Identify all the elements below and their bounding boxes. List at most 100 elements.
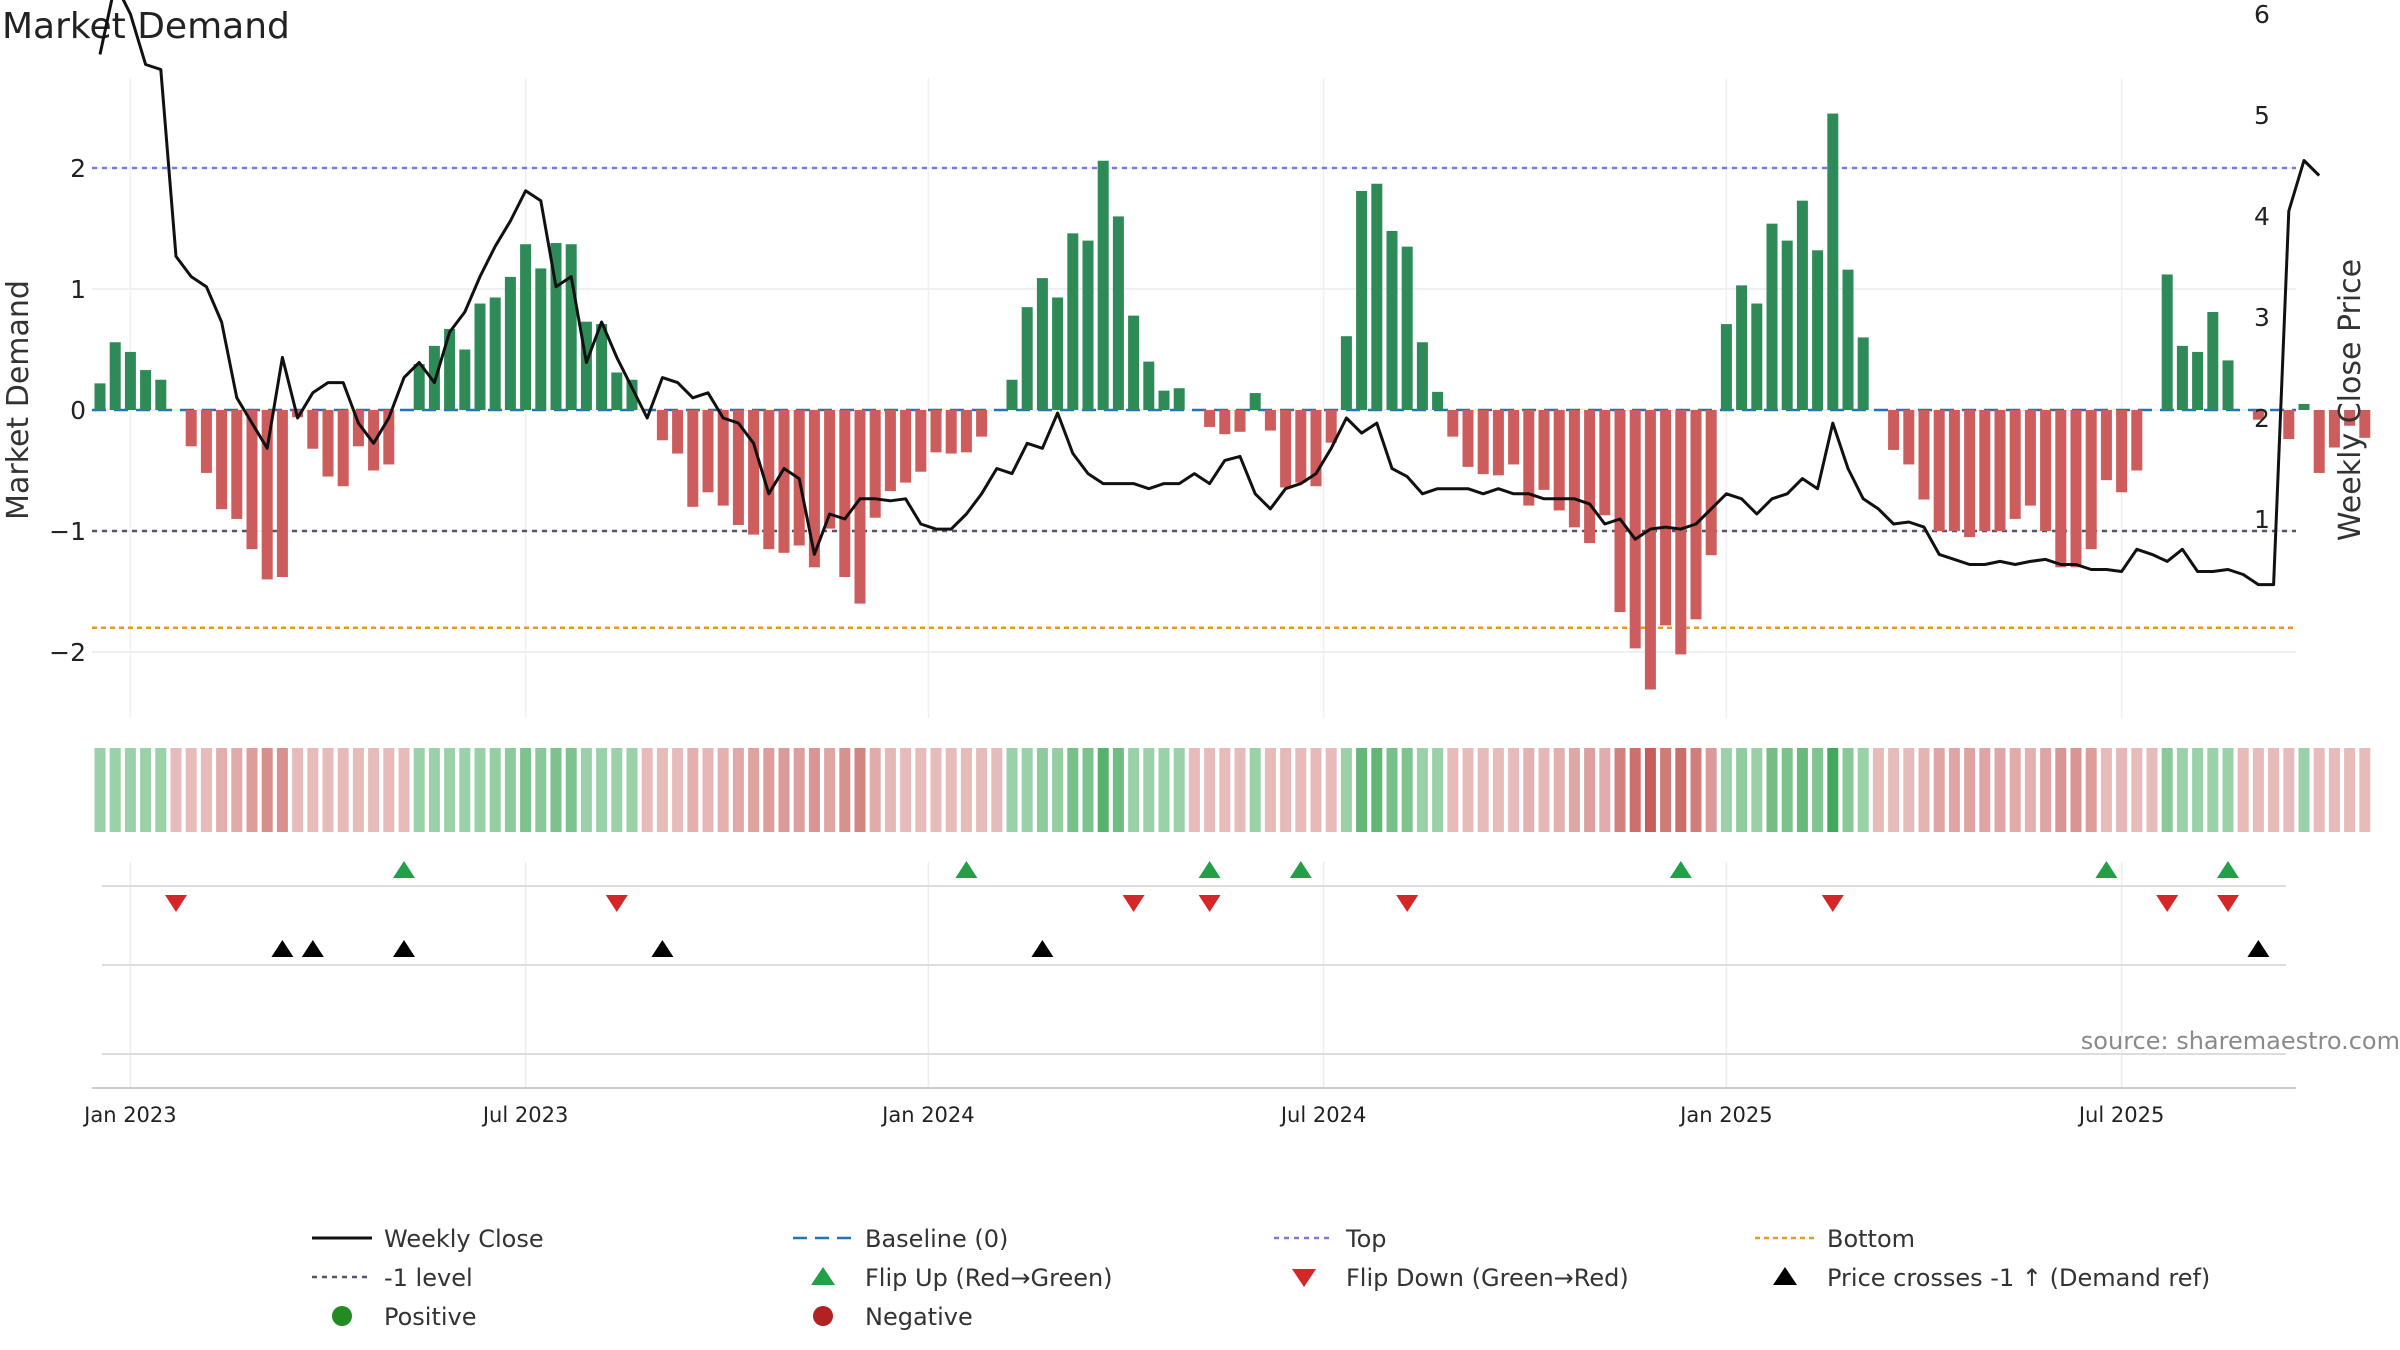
heat-cell xyxy=(2085,748,2097,832)
demand-bar-negative xyxy=(276,410,288,577)
flip-down-marker xyxy=(1396,895,1419,912)
demand-bar-positive xyxy=(1827,113,1839,411)
demand-bar-negative xyxy=(702,410,714,493)
heat-cell xyxy=(2252,748,2264,832)
heat-cell xyxy=(1964,748,1976,832)
demand-bar-positive xyxy=(1052,297,1064,410)
demand-bar-negative xyxy=(1629,410,1641,649)
heat-cell xyxy=(428,748,440,832)
demand-bar-positive xyxy=(155,379,167,410)
demand-bar-negative xyxy=(383,410,395,465)
demand-bar-positive xyxy=(504,276,516,410)
heat-cell xyxy=(1888,748,1900,832)
flip-up-marker xyxy=(2217,861,2239,878)
heat-cell xyxy=(1492,748,1504,832)
y-axis-right-title: Weekly Close Price xyxy=(2333,259,2368,541)
heat-cell xyxy=(413,748,425,832)
y-tick-left-label: −1 xyxy=(49,517,86,546)
heat-cell xyxy=(368,748,380,832)
heat-cell xyxy=(109,748,121,832)
heat-cell xyxy=(854,748,866,832)
demand-bar-negative xyxy=(778,410,790,553)
heat-cell xyxy=(1918,748,1930,832)
legend-label: Flip Up (Red→Green) xyxy=(865,1264,1113,1292)
heat-cell xyxy=(2192,748,2204,832)
demand-bar-negative xyxy=(1888,410,1900,450)
flip-down-marker xyxy=(165,895,187,912)
heat-cell xyxy=(1827,748,1839,832)
demand-bar-positive xyxy=(1857,337,1869,410)
y-tick-right-label: 1 xyxy=(2254,505,2270,534)
heat-cell xyxy=(1796,748,1808,832)
heat-cell xyxy=(1112,748,1124,832)
heat-cell xyxy=(1143,748,1155,832)
heat-cell xyxy=(322,748,334,832)
legend-item-positive: Positive xyxy=(332,1303,477,1331)
event-rows xyxy=(102,861,2286,1055)
heat-cell xyxy=(1021,748,1033,832)
heat-cell xyxy=(1766,748,1778,832)
demand-bar-positive xyxy=(2161,274,2173,410)
y-tick-left-label: 1 xyxy=(70,275,86,304)
demand-bar-positive xyxy=(2176,345,2188,410)
grid-layer xyxy=(92,78,2296,1088)
demand-bar-negative xyxy=(732,410,744,525)
heat-cell xyxy=(474,748,486,832)
demand-bar-negative xyxy=(185,410,197,447)
demand-bar-negative xyxy=(1477,410,1489,475)
heat-cell xyxy=(1523,748,1535,832)
weekly-close-line-group xyxy=(98,0,2321,587)
heat-cell xyxy=(1416,748,1428,832)
demand-bar-negative xyxy=(869,410,881,518)
demand-bar-positive xyxy=(520,244,532,410)
demand-bar-negative xyxy=(231,410,243,519)
heat-cell xyxy=(565,748,577,832)
legend-label: Flip Down (Green→Red) xyxy=(1346,1264,1629,1292)
heat-cell xyxy=(1128,748,1140,832)
heat-cell xyxy=(1264,748,1276,832)
heat-cell xyxy=(2313,748,2325,832)
heat-cell xyxy=(383,748,395,832)
demand-bar-positive xyxy=(580,321,592,410)
demand-bar-negative xyxy=(656,410,668,441)
demand-bar-positive xyxy=(1173,388,1185,410)
heat-cell xyxy=(1234,748,1246,832)
heat-cell xyxy=(2328,748,2340,832)
demand-bar-negative xyxy=(2009,410,2021,519)
heat-cell xyxy=(915,748,927,832)
legend-item-top: Top xyxy=(1274,1225,1387,1253)
demand-bar-negative xyxy=(1568,410,1580,528)
legend-label: Weekly Close xyxy=(384,1225,544,1253)
demand-bar-negative xyxy=(2055,410,2067,568)
demand-bar-positive xyxy=(1371,183,1383,410)
legend-label: Price crosses -1 ↑ (Demand ref) xyxy=(1827,1264,2210,1292)
demand-bar-positive xyxy=(1842,269,1854,410)
demand-bar-negative xyxy=(1644,410,1656,690)
heat-cell xyxy=(2009,748,2021,832)
demand-bar-negative xyxy=(717,410,729,506)
demand-bar-positive xyxy=(1067,233,1079,410)
x-tick-label: Jul 2025 xyxy=(2077,1103,2164,1127)
demand-bar-negative xyxy=(748,410,760,535)
y-tick-right-label: 3 xyxy=(2254,303,2270,332)
flip-down-marker xyxy=(1198,895,1221,912)
demand-bar-negative xyxy=(1204,410,1216,427)
heat-cell xyxy=(261,748,273,832)
demand-bar-positive xyxy=(2298,403,2310,410)
heat-cell xyxy=(1386,748,1398,832)
heat-cell xyxy=(748,748,760,832)
demand-bar-negative xyxy=(1325,410,1337,443)
heat-cell xyxy=(170,748,182,832)
flip-up-marker xyxy=(2095,861,2118,878)
demand-bar-negative xyxy=(945,410,957,454)
heat-cell xyxy=(2298,748,2310,832)
flip-up-marker xyxy=(1289,861,1312,878)
heat-cell xyxy=(1295,748,1307,832)
heat-cell xyxy=(504,748,516,832)
flip-down-marker xyxy=(1122,895,1145,912)
demand-bar-positive xyxy=(2192,351,2204,410)
heat-cell xyxy=(1188,748,1200,832)
demand-bar-positive xyxy=(2207,311,2219,410)
flip-up-marker xyxy=(393,861,415,878)
chart-title: Market Demand xyxy=(2,6,290,47)
